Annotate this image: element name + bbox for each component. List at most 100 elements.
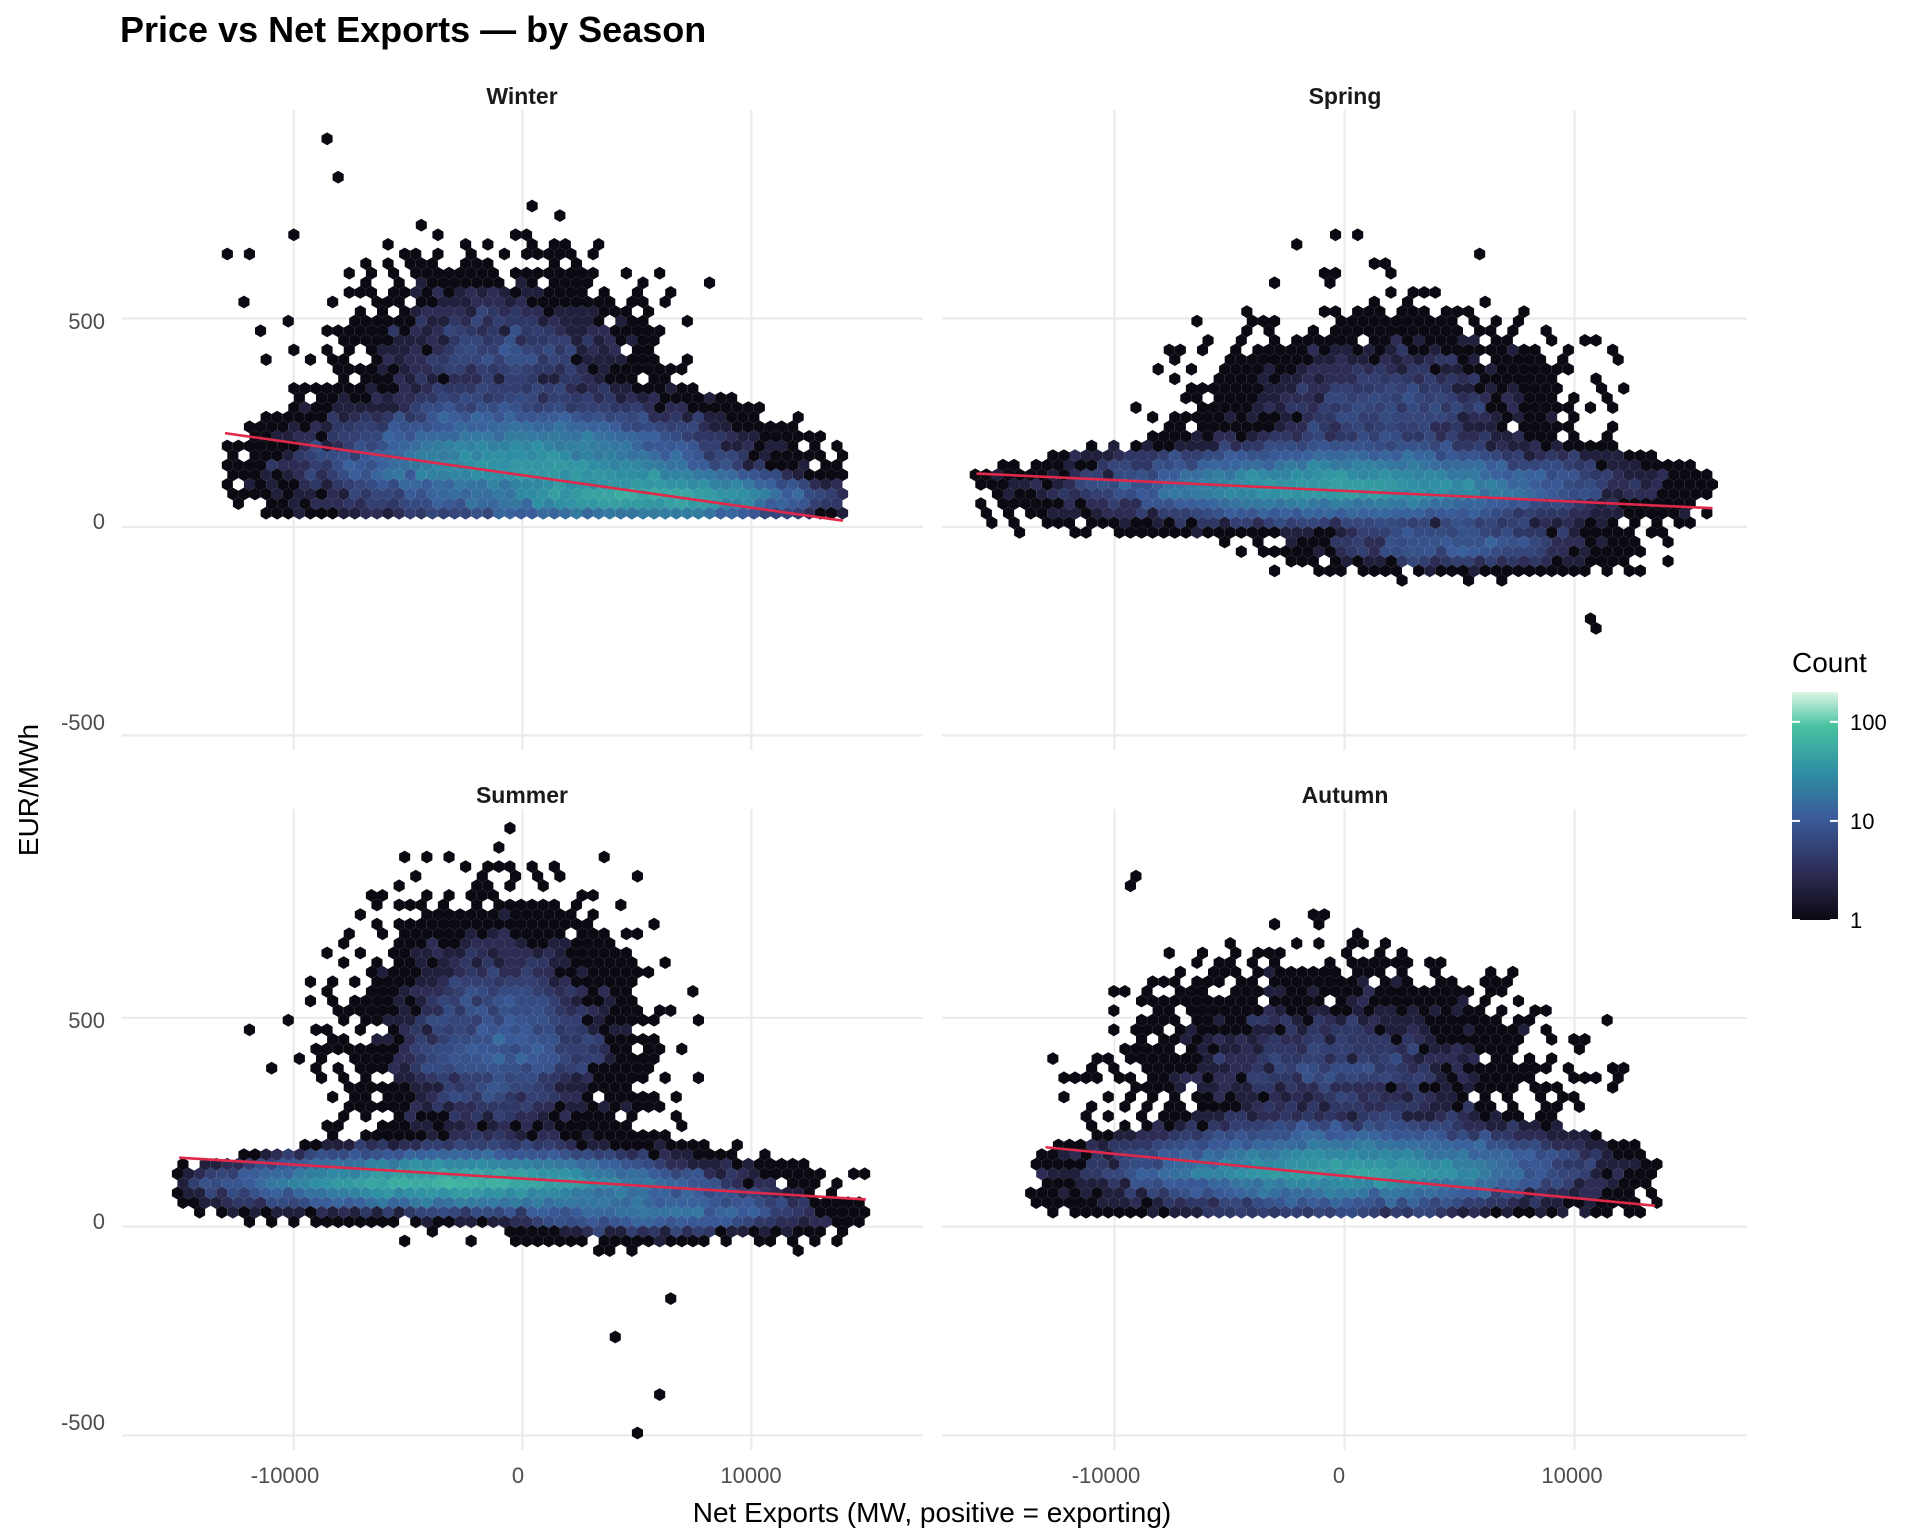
hex-bin [532, 1138, 544, 1152]
hex-bin [1363, 1138, 1375, 1152]
hex-bin [1341, 382, 1353, 395]
hex-bin [471, 372, 483, 386]
hex-bin [726, 1148, 738, 1161]
hex-bin [593, 1225, 605, 1238]
hex-bin [1435, 314, 1447, 328]
hex-bin [1463, 1004, 1475, 1017]
hex-bin [1302, 1148, 1314, 1161]
hex-bin [1352, 554, 1364, 568]
hex-bin [609, 1234, 621, 1248]
hex-bin [1374, 516, 1386, 530]
hex-bin [582, 917, 594, 931]
hex-bin [1208, 420, 1220, 434]
hex-bin [837, 487, 849, 501]
hex-bin [360, 334, 372, 347]
hex-bin [1385, 401, 1397, 414]
hex-bin [343, 1004, 355, 1017]
hex-bin [1368, 1052, 1380, 1065]
hex-bin [493, 917, 505, 931]
hex-bin [404, 1148, 416, 1161]
hex-bin [1352, 1004, 1364, 1017]
hex-bin [1512, 1205, 1524, 1219]
hex-bin [1208, 382, 1220, 395]
hex-bin [753, 1157, 765, 1171]
hex-bin [465, 324, 477, 338]
hex-bin [582, 1013, 594, 1027]
hex-bin [582, 295, 594, 309]
hex-bin [382, 391, 394, 405]
hex-bin [1335, 391, 1347, 405]
hex-bin [1451, 324, 1463, 338]
hex-bin [543, 382, 555, 395]
hex-bin [1269, 506, 1281, 520]
hex-bin [1346, 410, 1358, 424]
hex-bin [643, 362, 655, 376]
hex-bin [1335, 1052, 1347, 1065]
hex-bin [377, 1042, 388, 1056]
hex-bin [349, 1205, 361, 1219]
hex-bin [692, 1225, 704, 1238]
hex-bin [1446, 1071, 1458, 1085]
hex-bin [410, 247, 422, 261]
hex-bin [1607, 1157, 1619, 1171]
hex-bin [748, 487, 760, 501]
hex-bin [1191, 1129, 1203, 1142]
hex-bin [676, 1138, 688, 1152]
hex-bin [1662, 458, 1674, 472]
hex-bin [1324, 506, 1336, 520]
hex-bin [199, 1157, 211, 1171]
hex-bin [543, 1100, 555, 1113]
hex-bin [532, 985, 544, 998]
hex-bin [471, 410, 483, 424]
hex-bin [343, 1042, 355, 1056]
hex-bin [1623, 1148, 1635, 1161]
hex-bin [443, 908, 455, 921]
hex-bin [1396, 516, 1408, 530]
hex-bin [498, 497, 510, 510]
hex-bin [426, 314, 438, 328]
hex-bin [1230, 516, 1242, 530]
panel-autumn: Autumn [942, 782, 1747, 1450]
hex-bin [1274, 343, 1286, 357]
hex-bin [1479, 410, 1491, 424]
hex-bin [1174, 1061, 1186, 1075]
hex-bin [1030, 458, 1042, 472]
hex-bin [776, 1215, 788, 1229]
hex-bin [1213, 526, 1225, 539]
hex-bin [1152, 439, 1164, 453]
hex-bin [476, 1177, 488, 1190]
hex-bin [354, 1196, 366, 1209]
hex-bin [266, 458, 278, 472]
hex-bin [593, 1109, 605, 1123]
hex-bin [255, 420, 267, 434]
hex-bin [371, 353, 383, 366]
hex-bin [1546, 1129, 1558, 1142]
hex-bin [1230, 1119, 1242, 1133]
hex-bin [1152, 1177, 1164, 1190]
hex-bin [1208, 1061, 1220, 1075]
hex-bin [1379, 410, 1391, 424]
hex-bin [1191, 410, 1203, 424]
hex-bin [570, 1109, 582, 1123]
hex-bin [421, 1042, 433, 1056]
hex-bin [1451, 516, 1463, 530]
hex-bin [487, 343, 499, 357]
hex-bin [593, 1013, 605, 1027]
hex-bin [604, 295, 616, 309]
hex-bin [1152, 497, 1164, 510]
hex-bin [354, 1042, 366, 1056]
hex-bin [565, 247, 577, 261]
hex-bin [587, 1023, 599, 1037]
hex-bin [1280, 468, 1292, 482]
hex-bin [1396, 1196, 1408, 1209]
hex-bin [1302, 1109, 1314, 1123]
hex-bin [620, 324, 632, 338]
hex-bin [288, 1215, 300, 1229]
hex-bin [637, 1167, 649, 1181]
hex-bin [1518, 382, 1530, 395]
hex-bin [853, 1215, 865, 1229]
hex-bin [1546, 545, 1558, 558]
hex-bin [1080, 506, 1092, 520]
hex-bin [1690, 468, 1702, 482]
hex-bin [1463, 439, 1475, 453]
